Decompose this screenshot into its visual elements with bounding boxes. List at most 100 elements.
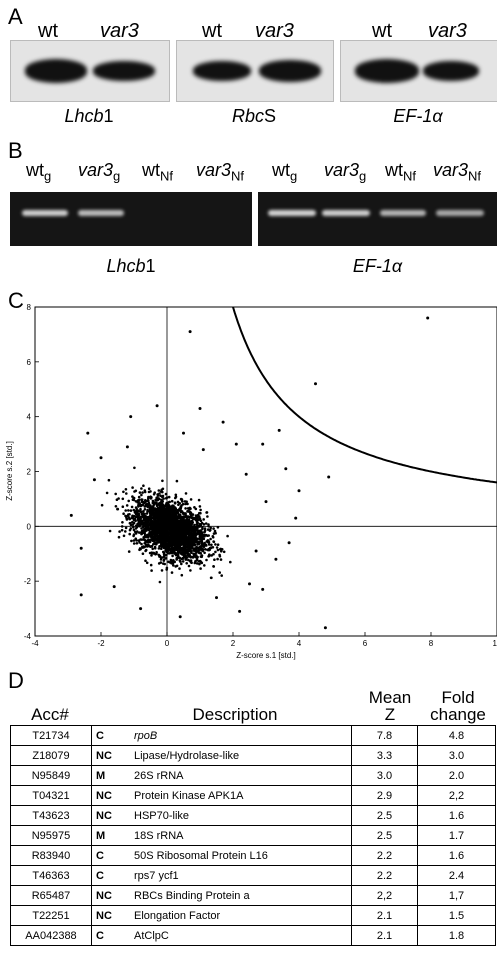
data-point <box>168 512 172 515</box>
panel-b-label: B <box>8 138 23 163</box>
data-point <box>210 543 213 547</box>
data-point <box>159 525 163 529</box>
lane-label-var3-g: var3g <box>78 160 121 184</box>
accession-cell: T46363 <box>10 865 92 886</box>
data-point <box>155 528 159 531</box>
fold-change-cell: 1,7 <box>417 885 496 906</box>
data-point <box>172 531 175 535</box>
data-point <box>121 521 124 524</box>
data-point <box>135 539 138 542</box>
data-point <box>170 508 174 511</box>
x-axis-label: Z-score s.1 [std.] <box>236 651 296 660</box>
data-point <box>205 511 208 514</box>
data-point <box>150 538 154 542</box>
data-point <box>135 542 139 545</box>
data-point <box>122 534 126 538</box>
data-point <box>144 549 147 553</box>
data-point <box>121 497 125 501</box>
accession-cell: R83940 <box>10 845 92 866</box>
data-point <box>184 514 188 517</box>
data-point <box>160 506 164 509</box>
data-point <box>153 535 156 539</box>
mean-z-cell: 2.2 <box>351 845 418 866</box>
data-point <box>181 534 185 538</box>
data-point <box>69 513 73 517</box>
data-point <box>112 585 116 589</box>
description-cell: AtClpC <box>126 925 352 946</box>
accession-cell: T43623 <box>10 805 92 826</box>
data-point <box>172 518 176 521</box>
data-point <box>175 479 179 483</box>
data-point <box>198 406 202 410</box>
data-point <box>170 524 173 528</box>
category-cell: C <box>91 845 126 866</box>
data-point <box>216 557 219 561</box>
northern-blot-ef1a <box>340 40 497 102</box>
data-point <box>144 559 147 562</box>
table-row: T22251 NC Elongation Factor 2.1 1.5 <box>10 905 496 926</box>
data-point <box>197 530 200 534</box>
data-point <box>149 563 153 567</box>
data-point <box>188 539 191 543</box>
data-point <box>192 530 195 533</box>
data-point <box>167 495 171 499</box>
data-point <box>165 522 169 526</box>
data-point <box>193 528 197 531</box>
data-point <box>125 445 129 449</box>
data-point <box>180 562 183 566</box>
y-tick-label: -2 <box>24 577 32 586</box>
header-description: Description <box>192 705 278 724</box>
axes <box>35 307 497 636</box>
data-point <box>128 532 131 536</box>
table-row: T43623 NC HSP70-like 2.5 1.6 <box>10 805 496 826</box>
table-row: N95975 M 18S rRNA 2.5 1.7 <box>10 825 496 846</box>
data-point <box>206 515 209 518</box>
data-point <box>171 561 174 564</box>
data-point <box>165 553 168 557</box>
data-point <box>178 531 182 534</box>
fold-change-cell: 2.0 <box>417 765 496 786</box>
data-point <box>105 491 109 495</box>
data-point <box>142 517 146 521</box>
data-point <box>127 509 130 512</box>
data-point <box>158 503 161 507</box>
data-point <box>187 555 191 558</box>
y-tick-label: 4 <box>27 413 32 422</box>
category-cell: C <box>91 725 126 746</box>
data-point <box>132 542 136 545</box>
data-point <box>177 549 180 552</box>
data-point <box>180 498 184 501</box>
data-point <box>124 526 128 530</box>
data-point <box>137 495 141 499</box>
data-point <box>158 492 161 495</box>
data-point <box>194 531 198 535</box>
data-point <box>174 565 177 568</box>
data-point <box>178 556 181 559</box>
lane-label-wt-nf: wtNf <box>385 160 416 184</box>
data-point <box>200 537 204 541</box>
data-point <box>181 526 185 529</box>
data-point <box>162 558 166 561</box>
data-point <box>261 442 265 446</box>
data-point <box>189 498 193 501</box>
data-point <box>176 551 180 555</box>
data-point <box>200 554 204 557</box>
data-point <box>141 491 144 494</box>
data-point <box>187 547 191 550</box>
data-point <box>142 525 145 529</box>
gel-band <box>78 210 124 216</box>
data-point <box>261 587 265 591</box>
data-point <box>178 567 181 570</box>
data-point <box>185 524 188 528</box>
category-cell: NC <box>91 905 126 926</box>
data-point <box>86 431 90 435</box>
data-point <box>144 504 148 507</box>
data-point <box>174 525 177 528</box>
data-point <box>183 537 187 540</box>
mean-z-cell: 2.5 <box>351 825 418 846</box>
data-point <box>181 553 185 556</box>
lane-label-var3-nf: var3Nf <box>433 160 482 184</box>
